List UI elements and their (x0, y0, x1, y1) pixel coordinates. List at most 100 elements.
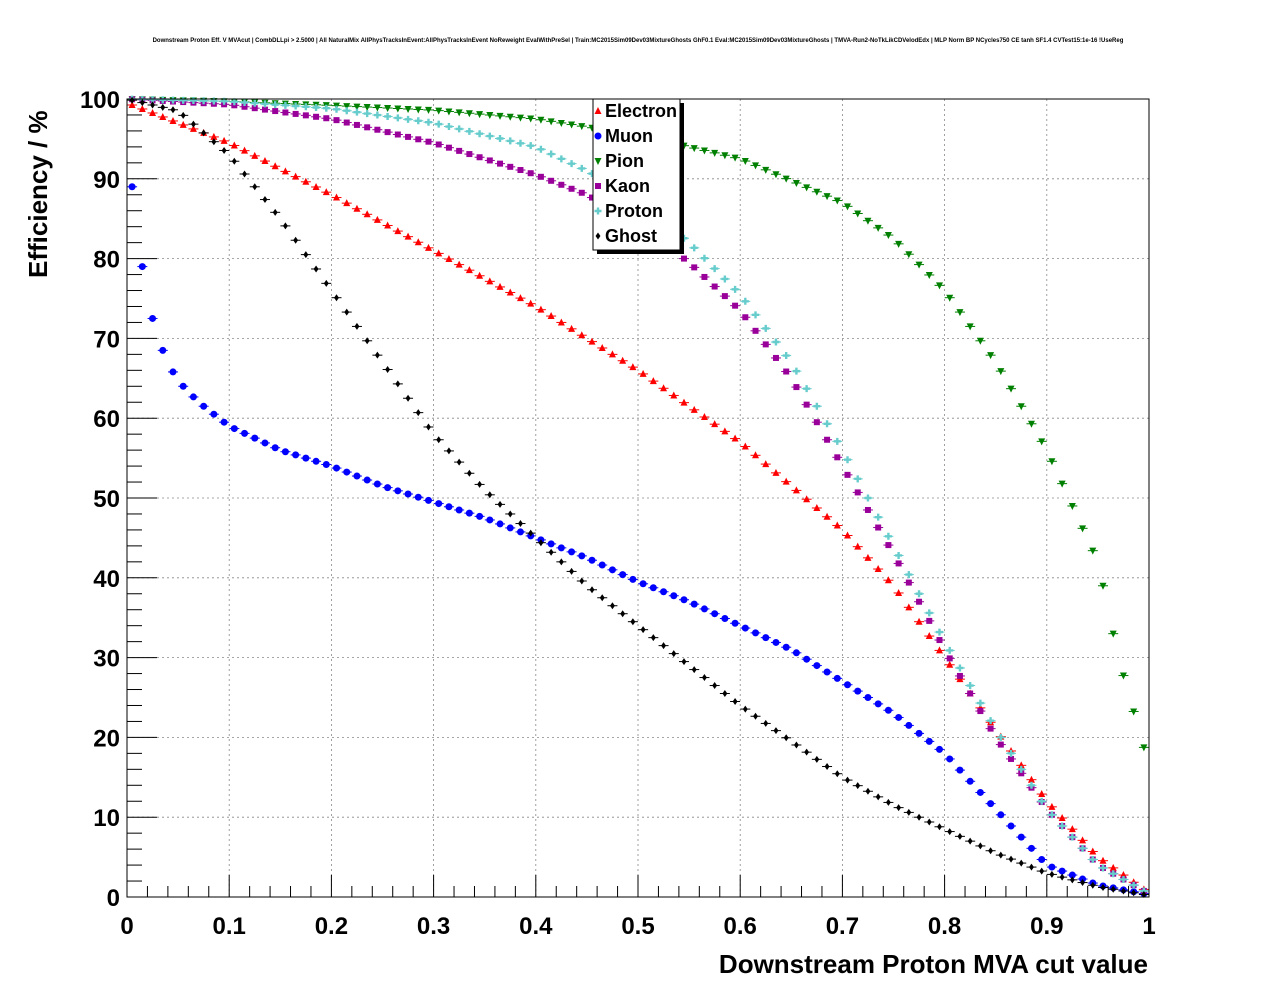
data-point (833, 437, 841, 445)
data-point (516, 114, 524, 122)
data-point (792, 179, 800, 187)
data-point (445, 144, 452, 151)
data-point (537, 173, 544, 180)
data-point (1099, 864, 1107, 872)
data-point (364, 124, 371, 131)
data-point (465, 266, 473, 274)
data-point (782, 352, 790, 360)
data-point (916, 598, 923, 605)
data-point (189, 124, 197, 132)
data-point (160, 103, 166, 111)
data-point (282, 222, 288, 230)
data-point (690, 405, 698, 413)
data-point (261, 439, 269, 447)
data-point (506, 137, 514, 145)
data-point (814, 755, 820, 763)
data-point (435, 249, 443, 257)
data-point (302, 103, 310, 111)
data-point (293, 236, 299, 244)
data-point (578, 123, 586, 131)
data-point (833, 674, 841, 682)
series-ghost (127, 96, 1149, 899)
data-point (445, 123, 453, 131)
data-point (731, 285, 739, 293)
data-point (568, 185, 575, 192)
data-point (465, 509, 473, 517)
data-point (557, 155, 565, 163)
data-point (558, 181, 565, 188)
data-point (557, 544, 565, 552)
legend-label-electron: Electron (605, 101, 677, 121)
data-point (833, 197, 841, 205)
data-point (935, 646, 943, 654)
data-point (845, 776, 850, 784)
data-point (568, 548, 576, 556)
data-point (252, 183, 258, 191)
data-point (732, 302, 739, 309)
data-point (711, 265, 719, 273)
data-point (936, 637, 943, 644)
data-point (1048, 811, 1056, 819)
data-point (385, 366, 391, 374)
x-tick-label: 0.7 (826, 913, 859, 940)
data-point (823, 668, 831, 676)
data-point (700, 605, 708, 613)
data-point (394, 227, 402, 235)
data-point (343, 107, 351, 115)
data-point (353, 121, 360, 128)
data-point (465, 110, 473, 118)
data-point (435, 500, 443, 508)
data-point (854, 210, 862, 218)
y-tick-label: 50 (93, 486, 120, 513)
data-point (762, 166, 770, 174)
data-point (752, 327, 759, 334)
data-point (660, 384, 668, 392)
data-point (292, 172, 300, 180)
data-point (1048, 458, 1056, 466)
data-point (506, 524, 514, 532)
data-point (681, 658, 687, 666)
data-point (915, 590, 923, 598)
legend-label-ghost: Ghost (605, 226, 657, 246)
data-point (261, 100, 269, 108)
data-point (649, 377, 657, 385)
data-point (650, 634, 656, 642)
data-point (905, 603, 913, 611)
data-point (200, 97, 208, 105)
data-point (374, 126, 381, 133)
data-point (404, 232, 412, 240)
data-point (527, 170, 534, 177)
data-point (425, 138, 432, 145)
data-point (763, 719, 769, 727)
data-point (1059, 873, 1065, 881)
data-point (189, 97, 197, 105)
data-point (813, 503, 821, 511)
data-point (445, 254, 453, 262)
data-point (946, 655, 953, 662)
data-point (864, 553, 872, 561)
data-point (834, 770, 840, 778)
data-point (353, 103, 361, 111)
data-point (813, 402, 821, 410)
data-point (415, 409, 421, 417)
data-point (997, 733, 1005, 741)
data-point (721, 152, 729, 160)
data-point (629, 363, 637, 371)
data-point (129, 96, 135, 104)
data-point (221, 146, 227, 154)
data-point (823, 193, 831, 201)
data-point (620, 610, 626, 618)
data-point (312, 103, 320, 111)
legend-label-kaon: Kaon (605, 176, 650, 196)
data-point (895, 240, 903, 248)
data-point (700, 413, 708, 421)
data-point (138, 104, 146, 112)
data-point (333, 193, 341, 201)
data-point (569, 567, 575, 575)
data-point (292, 451, 300, 459)
data-point (824, 436, 831, 443)
data-point (465, 127, 473, 135)
data-point (906, 808, 912, 816)
data-point (251, 434, 259, 442)
data-point (231, 157, 237, 165)
